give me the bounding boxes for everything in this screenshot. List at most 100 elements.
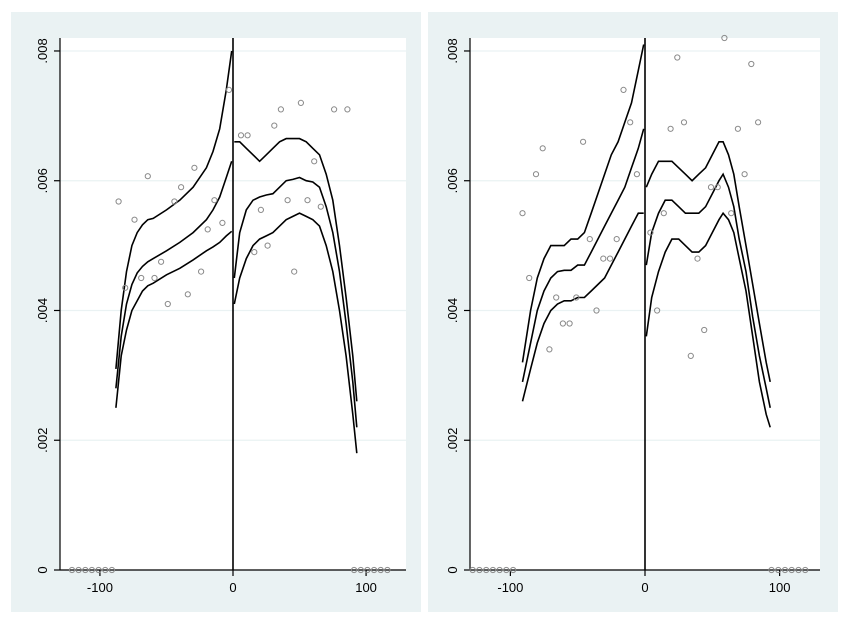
- left-fit-left-upper-band-line: [115, 50, 233, 369]
- right-scatter-point: [721, 34, 728, 42]
- left-scatter-point: [184, 291, 191, 298]
- right-scatter-point: [694, 255, 701, 262]
- right-fit-right-fit-line: [645, 172, 771, 408]
- right-scatter-point: [613, 236, 620, 243]
- left-scatter-point: [219, 219, 226, 226]
- right-scatter-point: [526, 274, 533, 282]
- right-scatter-point: [627, 119, 634, 126]
- right-scatter-point: [519, 210, 526, 217]
- left-scatter-point: [164, 300, 171, 308]
- left-scatter-point: [297, 99, 304, 107]
- right-x-tick-label: 100: [769, 580, 791, 595]
- left-scatter-point: [351, 566, 358, 574]
- right-y-tick-label: 0: [445, 566, 460, 573]
- left-scatter-point: [357, 566, 364, 574]
- right-scatter-point: [687, 352, 694, 359]
- left-scatter-point: [311, 158, 318, 165]
- left-fit-right-upper-band-line: [234, 137, 358, 402]
- right-fit-right-upper-band-line: [645, 141, 771, 383]
- right-scatter-point: [768, 566, 775, 574]
- left-scatter-point: [331, 106, 338, 113]
- right-scatter-point: [593, 307, 600, 314]
- right-panel: 0 .002 .004 .006 .008 -100 0 100: [428, 12, 838, 612]
- right-scatter-point: [667, 125, 674, 132]
- left-y-tick-label: .008: [35, 38, 50, 63]
- right-scatter-point: [795, 566, 802, 574]
- left-scatter-point: [171, 198, 178, 205]
- right-scatter-point: [483, 566, 490, 574]
- left-scatter-point: [68, 566, 76, 574]
- right-y-tick-label: .008: [445, 38, 460, 63]
- left-scatter-point: [204, 226, 211, 233]
- left-scatter-point: [244, 132, 251, 139]
- right-scatter-point: [559, 320, 567, 327]
- right-scatter-point: [509, 566, 517, 574]
- right-scatter-point: [476, 566, 483, 574]
- right-fit-left-upper-band-line: [521, 44, 645, 363]
- right-scatter-point: [573, 294, 580, 301]
- left-scatter-point: [95, 566, 102, 574]
- left-scatter-point: [317, 203, 324, 210]
- right-x-tick-label: -100: [497, 580, 523, 595]
- left-scatter-point: [284, 197, 291, 204]
- left-x-tick-label: -100: [87, 580, 113, 595]
- left-scatter-point: [178, 184, 185, 191]
- right-scatter-point: [469, 566, 476, 574]
- left-scatter-point: [131, 216, 138, 223]
- left-scatter-point: [304, 197, 311, 204]
- left-fit-right-lower-band-line: [233, 212, 358, 454]
- left-x-tick-label: 0: [229, 580, 236, 595]
- left-scatter-point: [271, 122, 278, 129]
- left-scatter-point: [82, 566, 89, 574]
- left-scatter-point: [144, 173, 151, 180]
- left-scatter-point: [108, 566, 116, 574]
- left-panel: 0 .002 .004 .006 .008 -100 0 100: [11, 12, 421, 612]
- right-scatter-point: [755, 119, 762, 126]
- right-scatter-point: [707, 184, 715, 191]
- left-scatter-point: [115, 198, 122, 205]
- right-y-tick-label: .006: [445, 168, 460, 193]
- right-scatter-point: [539, 145, 546, 152]
- left-x-tick-label: 100: [355, 580, 377, 595]
- right-scatter-point: [802, 566, 809, 574]
- left-scatter-point: [364, 566, 371, 574]
- left-scatter-point: [158, 258, 165, 265]
- right-scatter-point: [680, 119, 688, 126]
- right-scatter-point: [647, 229, 654, 236]
- right-scatter-point: [654, 307, 661, 314]
- right-fit-right-lower-band-line: [645, 211, 771, 428]
- right-scatter-point: [489, 566, 496, 574]
- right-scatter-point: [633, 171, 641, 178]
- right-y-tick-label: .002: [445, 428, 460, 453]
- right-scatter-point: [728, 210, 735, 217]
- right-y-tick-label: .004: [445, 298, 460, 323]
- left-scatter-point: [138, 274, 145, 282]
- right-scatter-point: [606, 255, 614, 262]
- left-y-tick-label: .004: [35, 298, 50, 323]
- left-scatter-point: [257, 206, 264, 213]
- right-x-tick-label: 0: [641, 580, 648, 595]
- right-scatter-point: [674, 54, 681, 61]
- left-scatter-point: [102, 566, 109, 574]
- left-scatter-point: [122, 284, 129, 291]
- left-scatter-point: [211, 197, 218, 204]
- right-scatter-point: [553, 294, 560, 301]
- left-scatter-point: [251, 249, 258, 256]
- left-scatter-point: [191, 164, 198, 171]
- left-scatter-point: [371, 566, 378, 574]
- left-scatter-point: [377, 566, 384, 574]
- left-scatter-point: [198, 268, 205, 275]
- right-scatter-point: [734, 125, 742, 132]
- left-scatter-point: [237, 132, 245, 139]
- right-scatter-point: [660, 210, 667, 217]
- right-scatter-point: [580, 138, 587, 145]
- left-scatter-point: [291, 268, 298, 275]
- left-fit-left-lower-band-line: [115, 230, 233, 408]
- right-scatter-point: [586, 236, 593, 243]
- left-scatter-point: [384, 566, 391, 574]
- right-scatter-point: [546, 346, 553, 353]
- right-fit-left-lower-band-line: [521, 212, 644, 402]
- left-scatter-point: [264, 242, 271, 249]
